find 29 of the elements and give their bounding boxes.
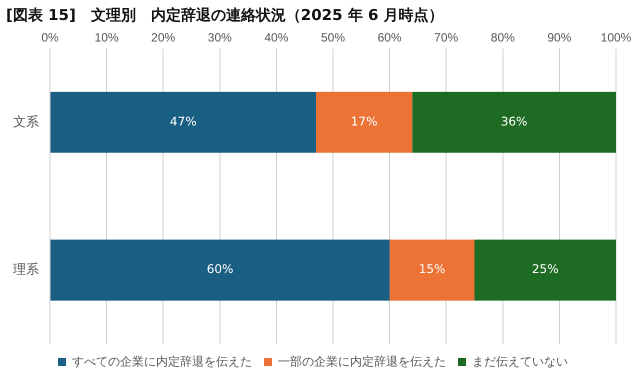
data-label: 36% bbox=[500, 114, 528, 128]
x-tick-label: 0% bbox=[41, 30, 59, 45]
legend-label: すべての企業に内定辞退を伝えた bbox=[72, 354, 252, 368]
y-tick-label: 理系 bbox=[13, 262, 39, 277]
bar bbox=[474, 240, 616, 301]
x-tick-label: 20% bbox=[151, 30, 176, 45]
data-label: 47% bbox=[170, 114, 197, 128]
x-tick-label: 30% bbox=[208, 30, 232, 45]
x-tick-label: 40% bbox=[264, 30, 289, 45]
legend-label: 一部の企業に内定辞退を伝えた bbox=[278, 354, 446, 368]
data-label: 60% bbox=[206, 262, 234, 276]
x-tick-label: 100% bbox=[600, 30, 632, 45]
x-tick-label: 80% bbox=[490, 30, 516, 45]
x-tick-label: 90% bbox=[547, 30, 572, 45]
chart-title: [図表 15] 文理別 内定辞退の連絡状況（2025 年 6 月時点） bbox=[5, 5, 445, 26]
legend-label: まだ伝えていない bbox=[472, 354, 568, 368]
x-tick-label: 50% bbox=[320, 30, 346, 45]
bar bbox=[50, 240, 390, 301]
bar bbox=[412, 92, 616, 153]
y-tick-label: 文系 bbox=[13, 114, 39, 129]
bar bbox=[50, 92, 316, 153]
bar bbox=[316, 92, 412, 153]
data-label: 25% bbox=[532, 262, 559, 276]
x-tick-label: 10% bbox=[94, 30, 119, 45]
data-label: 17% bbox=[350, 114, 378, 128]
data-label: 15% bbox=[418, 262, 446, 276]
bar bbox=[390, 240, 474, 301]
x-tick-label: 70% bbox=[434, 30, 459, 45]
x-tick-label: 60% bbox=[378, 30, 402, 45]
